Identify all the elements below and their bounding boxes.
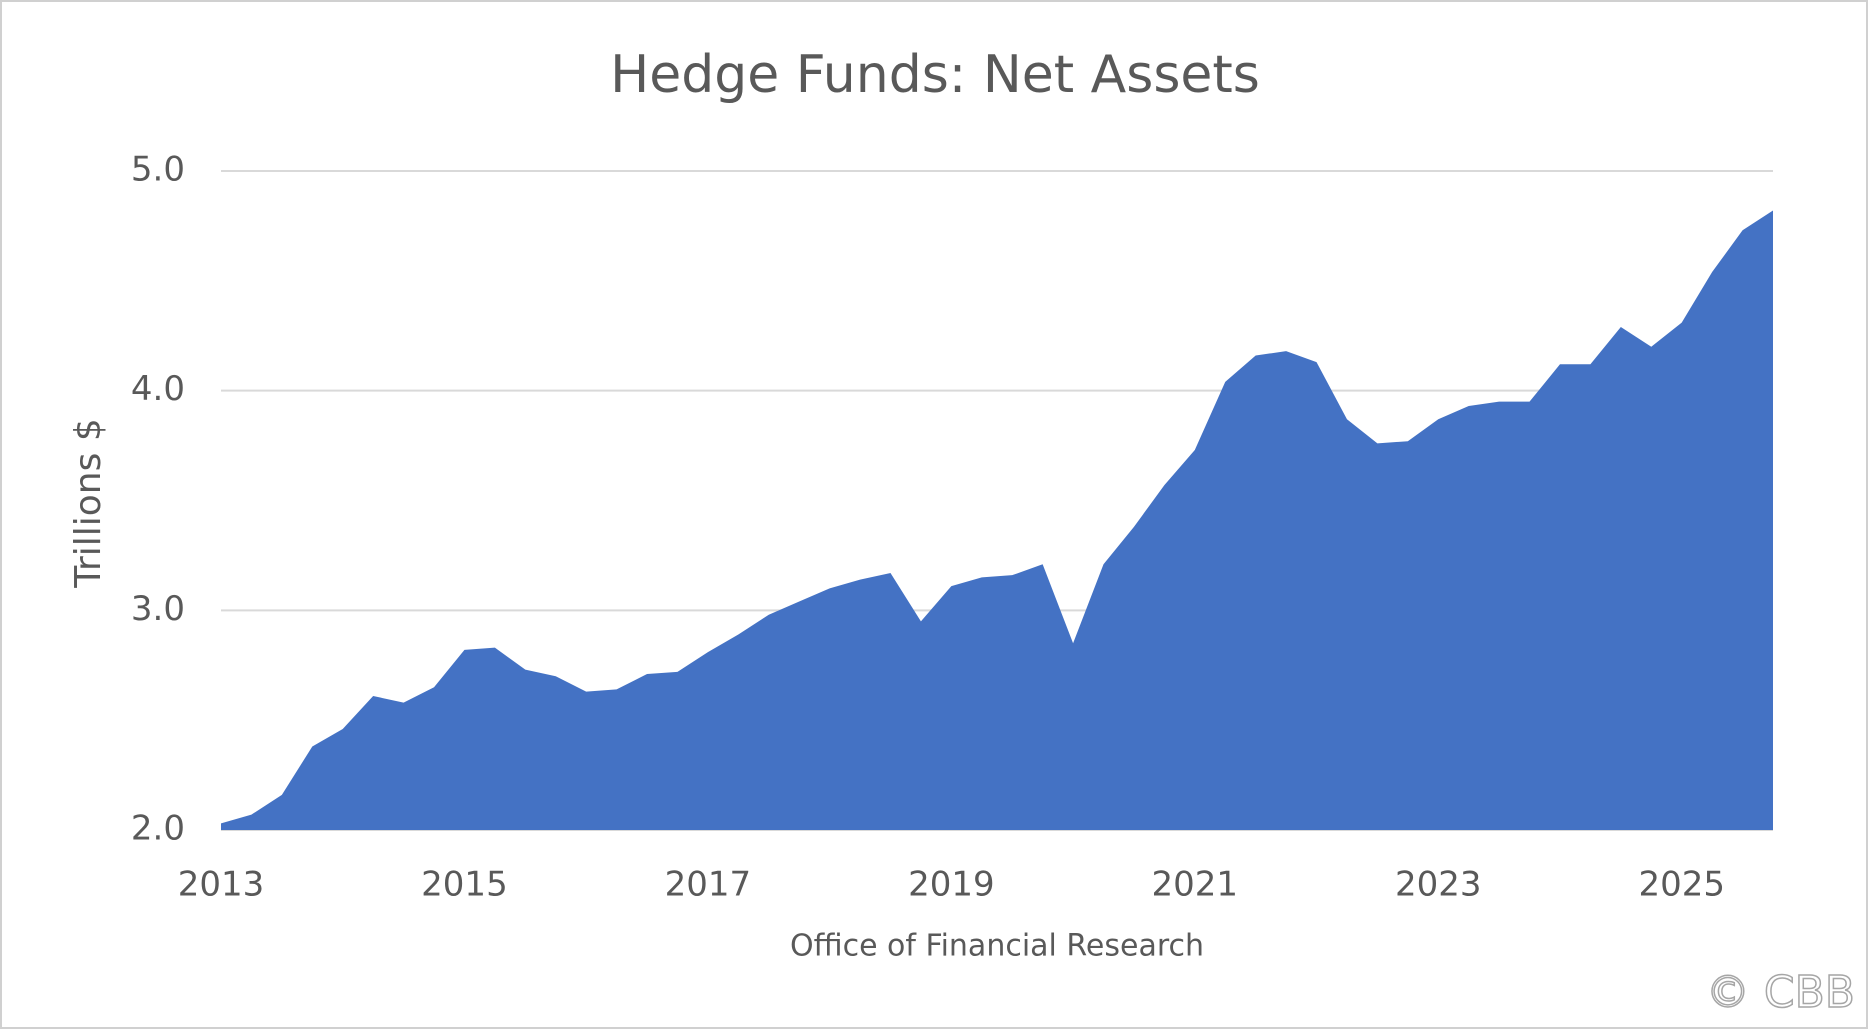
x-tick-label: 2015: [421, 865, 508, 905]
chart-title: Hedge Funds: Net Assets: [610, 45, 1260, 105]
watermark: © CBB: [1706, 967, 1855, 1018]
x-tick-label: 2013: [178, 865, 265, 905]
area: [221, 210, 1773, 831]
y-tick-label: 2.0: [131, 809, 185, 849]
y-tick-label: 4.0: [131, 369, 185, 409]
y-axis-title: Trillions $: [68, 418, 109, 588]
x-tick-label: 2019: [908, 865, 995, 905]
y-tick-label: 3.0: [131, 589, 185, 629]
x-tick-label: 2021: [1152, 865, 1239, 905]
x-axis-title: Office of Financial Research: [790, 929, 1204, 964]
x-tick-label: 2017: [665, 865, 752, 905]
x-tick-label: 2025: [1638, 865, 1725, 905]
x-tick-label: 2023: [1395, 865, 1482, 905]
y-tick-label: 5.0: [131, 150, 185, 190]
